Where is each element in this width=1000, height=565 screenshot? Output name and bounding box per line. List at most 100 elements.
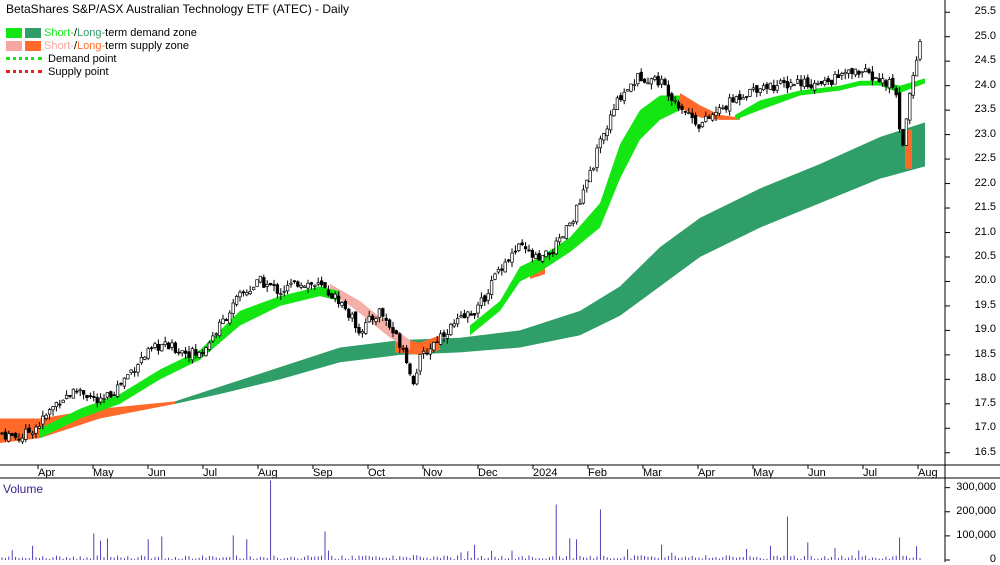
candle-body	[629, 83, 633, 92]
candle-body	[68, 394, 72, 397]
candle-body	[367, 316, 371, 323]
candle-body	[360, 331, 365, 334]
candle-body	[479, 297, 484, 306]
candle-body	[649, 78, 654, 85]
candle-body	[506, 259, 511, 262]
candle-body	[466, 311, 470, 318]
price-tick-label: 24.5	[974, 54, 996, 67]
candle-body	[41, 415, 45, 425]
candle-body	[656, 75, 660, 86]
price-tick-label: 24.0	[974, 78, 996, 91]
candle-body	[493, 273, 497, 280]
candle-body	[27, 427, 31, 433]
candle-body	[819, 80, 824, 85]
candle-body	[534, 254, 538, 259]
price-tick-label: 22.0	[974, 176, 996, 189]
candle-body	[843, 71, 847, 75]
candle-body	[802, 78, 807, 87]
candle-body	[741, 97, 745, 100]
candle-body	[275, 284, 280, 294]
candle-body	[561, 236, 565, 239]
candle-body	[547, 252, 552, 256]
candle-body	[714, 111, 718, 116]
candle-body	[680, 105, 684, 111]
candle-body	[676, 102, 681, 109]
long-supply-swatch	[25, 40, 41, 51]
candle-body	[816, 82, 820, 85]
demand-point-line	[6, 57, 42, 60]
candle-body	[51, 406, 55, 411]
candle-body	[632, 84, 637, 87]
time-tick-label: May	[93, 467, 114, 479]
candle-body	[336, 295, 341, 305]
candle-body	[309, 282, 314, 285]
candle-body	[387, 319, 392, 328]
candle-body	[904, 118, 909, 146]
candle-body	[78, 389, 82, 392]
candle-body	[319, 280, 324, 286]
candle-body	[894, 88, 898, 96]
candle-body	[17, 438, 21, 441]
candle-body	[918, 41, 922, 60]
time-tick-label: Aug	[258, 467, 278, 479]
candle-body	[806, 77, 810, 88]
price-tick-label: 19.5	[974, 298, 996, 311]
time-tick-label: Mar	[643, 467, 662, 479]
candle-body	[697, 124, 701, 129]
candle-body	[782, 80, 786, 83]
candle-body	[639, 71, 643, 82]
candle-body	[411, 375, 416, 385]
candle-body	[557, 237, 562, 243]
candle-body	[34, 426, 38, 434]
candle-body	[438, 333, 443, 345]
candle-body	[683, 110, 688, 113]
candle-body	[149, 347, 154, 350]
candle-body	[197, 352, 201, 358]
candle-body	[622, 91, 626, 102]
time-tick-label: Nov	[423, 467, 443, 479]
candle-body	[551, 252, 555, 254]
candle-body	[37, 426, 42, 429]
time-tick-label: Aug	[918, 467, 938, 479]
long-demand-swatch	[25, 27, 41, 38]
candle-body	[129, 369, 133, 373]
price-tick-label: 21.0	[974, 225, 996, 238]
time-tick-label: Oct	[368, 467, 386, 479]
candle-body	[554, 240, 558, 255]
candle-body	[126, 374, 130, 380]
volume-label: Volume	[3, 482, 44, 496]
candle-body	[625, 89, 630, 92]
candle-body	[908, 93, 912, 121]
candle-body	[143, 356, 147, 360]
candle-body	[401, 348, 405, 350]
candle-body	[357, 327, 361, 334]
candle-body	[370, 315, 375, 321]
candle-body	[595, 147, 599, 168]
candle-body	[489, 280, 494, 295]
candle-body	[778, 80, 783, 84]
candle-body	[153, 343, 157, 348]
candle-body	[44, 414, 48, 419]
candle-body	[901, 128, 905, 146]
legend-demand-point-text: Demand point	[48, 52, 117, 65]
candle-body	[537, 253, 541, 261]
candle-body	[530, 250, 535, 258]
time-tick-label: Feb	[588, 467, 607, 479]
candle-body	[758, 88, 762, 93]
candle-body	[744, 96, 749, 98]
candle-body	[812, 82, 817, 91]
candle-body	[846, 69, 851, 74]
candle-body	[615, 97, 620, 111]
candle-body	[7, 433, 11, 442]
candle-body	[666, 84, 671, 97]
candle-body	[214, 333, 218, 336]
candle-body	[221, 318, 225, 324]
candle-body	[245, 292, 249, 296]
price-tick-label: 17.5	[974, 396, 996, 409]
candle-body	[619, 95, 623, 101]
candle-body	[353, 311, 358, 329]
candle-body	[238, 291, 242, 298]
candle-body	[452, 323, 456, 327]
candle-body	[449, 323, 453, 336]
